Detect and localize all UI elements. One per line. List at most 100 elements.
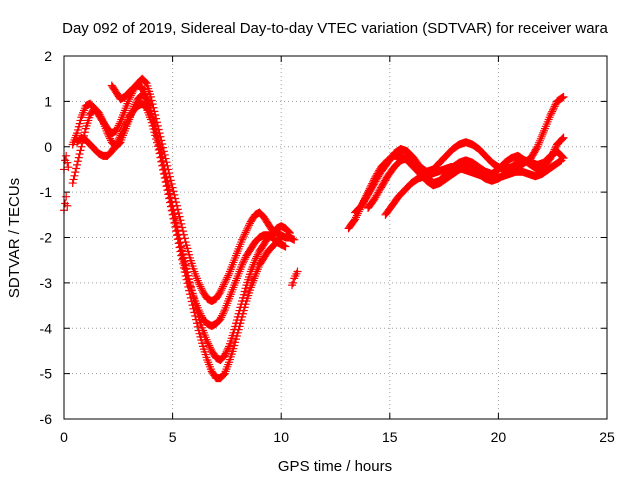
data-points: [60, 74, 568, 383]
data-point: [242, 226, 251, 235]
y-axis-label: SDTVAR / TECUs: [6, 178, 23, 298]
data-point: [241, 228, 250, 237]
data-point: [163, 181, 172, 190]
x-tick-label: 10: [273, 429, 289, 445]
data-point: [75, 150, 84, 159]
data-point: [158, 157, 167, 166]
data-point: [251, 256, 260, 265]
data-point: [167, 202, 176, 211]
tick-labels: 0 5 10 15 20 25 -6 -5 -4 -3 -2 -1 0 1 2: [40, 48, 615, 445]
data-point: [173, 230, 182, 239]
x-tick-label: 15: [382, 429, 398, 445]
data-point: [177, 219, 186, 228]
data-point: [115, 133, 124, 142]
data-point: [167, 179, 176, 188]
data-point: [150, 120, 159, 129]
chart-title: Day 092 of 2019, Sidereal Day-to-day VTE…: [62, 20, 608, 37]
data-point: [104, 130, 113, 139]
data-point: [119, 124, 128, 133]
grid-lines: [64, 56, 607, 419]
data-point: [220, 351, 229, 360]
data-point: [139, 85, 148, 94]
data-point: [218, 284, 227, 293]
data-point: [277, 233, 286, 242]
data-point: [217, 286, 226, 295]
series-5: [73, 99, 286, 383]
y-tick-label: -4: [40, 320, 53, 336]
data-point: [218, 311, 227, 320]
data-point: [74, 153, 83, 162]
data-point: [156, 149, 165, 158]
data-point: [77, 142, 86, 151]
data-point: [138, 83, 147, 92]
data-point: [557, 156, 566, 165]
data-point: [114, 135, 123, 144]
data-point: [535, 136, 544, 145]
y-tick-label: -2: [40, 230, 53, 246]
data-point: [240, 230, 249, 239]
data-point: [351, 215, 360, 224]
x-axis-label: GPS time / hours: [278, 458, 392, 475]
data-point: [556, 157, 565, 166]
data-point: [223, 273, 232, 282]
data-point: [140, 89, 149, 98]
data-point: [112, 138, 121, 147]
data-point: [239, 257, 248, 266]
series-2: [60, 192, 72, 215]
data-point: [165, 194, 174, 203]
data-point: [70, 171, 79, 180]
data-point: [141, 91, 150, 100]
data-point: [176, 216, 185, 225]
data-point: [154, 140, 163, 149]
data-point: [252, 252, 261, 261]
x-tick-label: 5: [169, 429, 177, 445]
data-point: [178, 250, 187, 259]
data-point: [243, 224, 252, 233]
x-tick-label: 25: [599, 429, 615, 445]
data-point: [157, 153, 166, 162]
data-point: [216, 287, 225, 296]
data-point: [223, 346, 232, 355]
data-point: [63, 201, 72, 210]
data-point: [558, 134, 567, 143]
data-point: [285, 228, 294, 237]
y-tick-label: 1: [44, 93, 52, 109]
data-point: [169, 210, 178, 219]
data-point: [117, 129, 126, 138]
data-point: [172, 226, 181, 235]
data-point: [146, 106, 155, 115]
data-point: [557, 135, 566, 144]
data-point: [284, 227, 293, 236]
data-point: [535, 138, 544, 147]
data-point: [141, 78, 150, 87]
data-point: [222, 275, 231, 284]
data-point: [548, 105, 557, 114]
data-point: [224, 271, 233, 280]
data-point: [176, 243, 185, 252]
data-point: [171, 218, 180, 227]
data-point: [140, 102, 149, 111]
data-point: [174, 208, 183, 217]
data-point: [197, 284, 206, 293]
data-point: [165, 189, 174, 198]
series-11: [381, 156, 566, 219]
data-point: [219, 280, 228, 289]
data-point: [205, 341, 214, 350]
data-point: [195, 280, 204, 289]
data-point: [239, 232, 248, 241]
data-point: [238, 258, 247, 267]
data-point: [118, 127, 127, 136]
data-point: [112, 126, 121, 135]
data-point: [293, 267, 302, 276]
data-point: [170, 214, 179, 223]
data-point: [196, 309, 205, 318]
data-point: [217, 313, 226, 322]
x-tick-label: 0: [60, 429, 68, 445]
data-point: [203, 337, 212, 346]
data-point: [245, 221, 254, 230]
data-point: [240, 255, 249, 264]
data-point: [537, 132, 546, 141]
y-tick-label: -5: [40, 366, 53, 382]
data-point: [71, 168, 80, 177]
data-point: [96, 112, 105, 121]
